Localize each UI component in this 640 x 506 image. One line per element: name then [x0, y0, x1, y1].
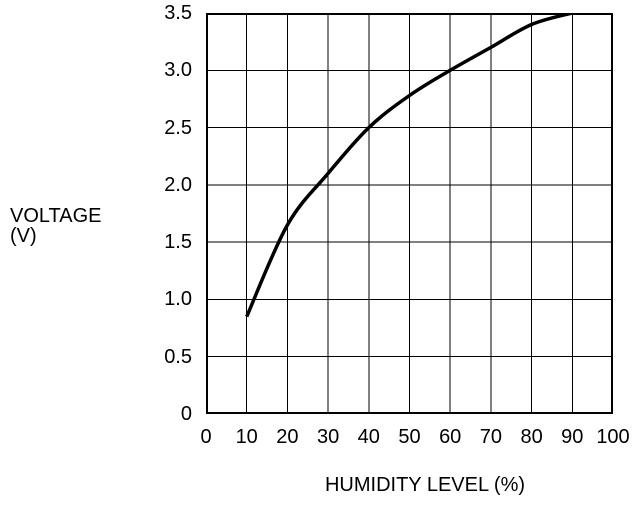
y-tick-label: 2.0 — [164, 173, 192, 196]
data-curve — [245, 13, 573, 318]
x-tick-label: 10 — [235, 426, 258, 448]
x-tick-label: 30 — [316, 426, 340, 448]
x-tick-label: 50 — [398, 426, 421, 448]
x-tick-label: 90 — [561, 426, 584, 448]
y-tick-label: 1.0 — [164, 288, 192, 311]
plot-border — [206, 13, 613, 414]
x-tick-label: 100 — [596, 426, 630, 448]
x-tick-label: 70 — [479, 426, 503, 448]
chart-canvas — [206, 13, 613, 414]
x-tick-label: 80 — [520, 426, 543, 448]
y-tick-label: 0.5 — [164, 345, 192, 368]
y-tick-label: 3.5 — [164, 2, 192, 24]
y-tick-label: 0 — [180, 403, 192, 425]
plot-area — [206, 13, 613, 414]
y-tick-label: 1.5 — [164, 231, 192, 254]
y-axis-title-line1: VOLTAGE — [10, 205, 102, 227]
y-tick-label: 3.0 — [164, 59, 192, 82]
x-tick-label: 20 — [276, 426, 299, 448]
x-axis-title: HUMIDITY LEVEL (%) — [324, 474, 526, 496]
y-axis-title-line2: (V) — [10, 225, 37, 247]
grid-lines — [206, 13, 613, 414]
x-tick-label: 60 — [439, 426, 462, 448]
y-axis-title: VOLTAGE (V) — [10, 206, 102, 246]
y-tick-label: 2.5 — [164, 116, 192, 139]
x-tick-label: 40 — [357, 426, 380, 448]
x-tick-label: 0 — [200, 426, 212, 448]
